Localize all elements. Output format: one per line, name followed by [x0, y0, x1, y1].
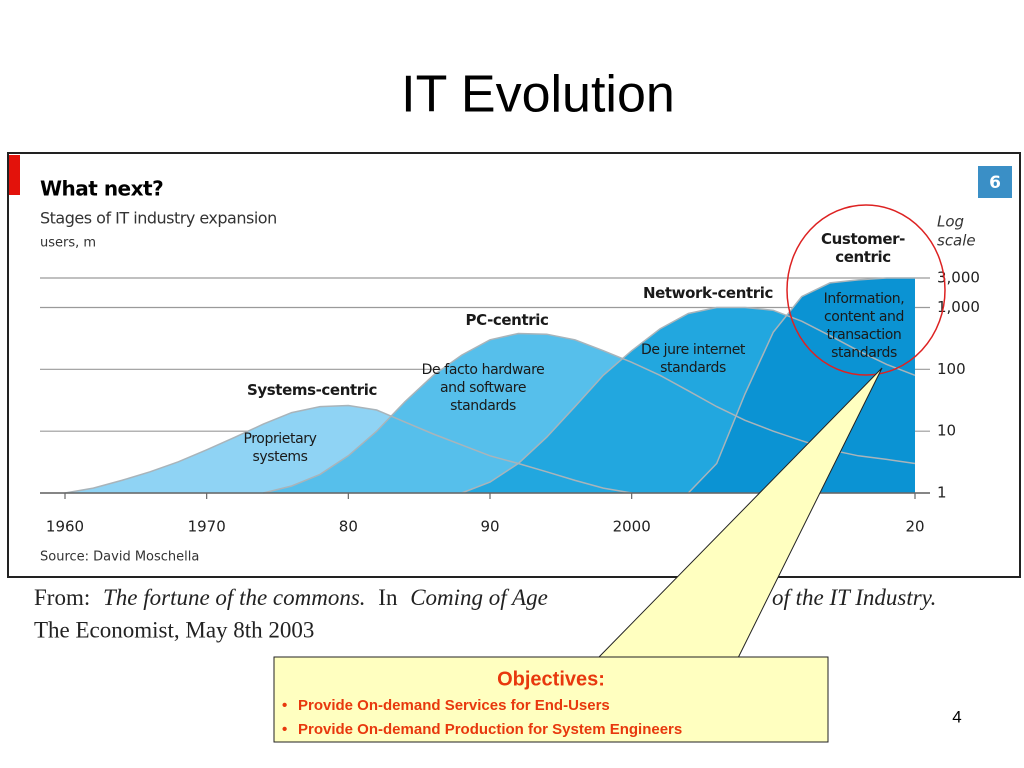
scale-note: scale [937, 232, 976, 250]
citation-part: From: [34, 585, 90, 610]
area-outline [461, 306, 916, 494]
citation-part: In [378, 585, 398, 610]
series-name: PC-centric [465, 311, 549, 329]
area-outline [64, 404, 632, 494]
badge: 6 [989, 173, 1001, 193]
callout-heading: Objectives: [497, 668, 605, 690]
y-tick-label: 10 [937, 422, 956, 440]
x-tick-label: 1970 [188, 518, 226, 536]
citation-part: y of the IT Industry. [754, 585, 936, 610]
plot: 1 10 100 1,000 3,000 1960 1970 80 90 2000 20 [40, 269, 980, 536]
y-tick-label: 100 [937, 360, 966, 378]
page-number: 4 [952, 707, 961, 726]
series-name: Systems-centric [247, 381, 377, 399]
y-tick-label: 1 [937, 484, 947, 502]
chart-source: Source: David Moschella [40, 550, 199, 565]
callout-bullet: Provide On-demand Production for System … [298, 721, 682, 738]
series-name: Customer-centric [821, 230, 905, 266]
slide-title: IT Evolution [401, 66, 675, 124]
scale-note: Log [937, 213, 964, 231]
citation-line: The Economist, May 8th 2003 [34, 617, 314, 642]
callout-box [273, 656, 829, 743]
bullet-dot: • [282, 697, 287, 714]
chart-subtitle: Stages of IT industry expansion [40, 209, 277, 228]
y-tick-label: 1,000 [937, 298, 980, 316]
x-tick-label: 2000 [613, 518, 651, 536]
area [688, 278, 915, 493]
highlight-circle [786, 204, 946, 376]
badge-box [978, 166, 1012, 198]
y-tick-label: 3,000 [937, 269, 980, 287]
citation-part: The fortune of the commons. [103, 585, 366, 610]
series-description: De jure internet standards [640, 342, 746, 376]
area-outline [263, 332, 916, 494]
callout-bullet: Provide On-demand Services for End-Users [298, 697, 610, 714]
y-label: users, m [40, 236, 96, 251]
series-name: Network-centric [642, 284, 773, 302]
x-tick-label: 90 [480, 518, 499, 536]
x-tick-label: 1960 [46, 518, 84, 536]
citation-line: From: The fortune of the commons. In Com… [34, 585, 936, 610]
citation-part: Coming of Age [410, 585, 548, 610]
red-tag [9, 155, 20, 195]
chart-title: What next? [40, 177, 163, 201]
series-description: Information, content and transaction sta… [823, 291, 905, 361]
series-description: De facto hardware and software standards [421, 362, 545, 414]
bullet-dot: • [282, 721, 287, 738]
area-outline [687, 277, 915, 494]
x-tick-label: 80 [339, 518, 358, 536]
callout-join [599, 659, 737, 662]
x-tick-label: 20 [905, 518, 924, 536]
series-description: Proprietary systems [243, 431, 317, 465]
